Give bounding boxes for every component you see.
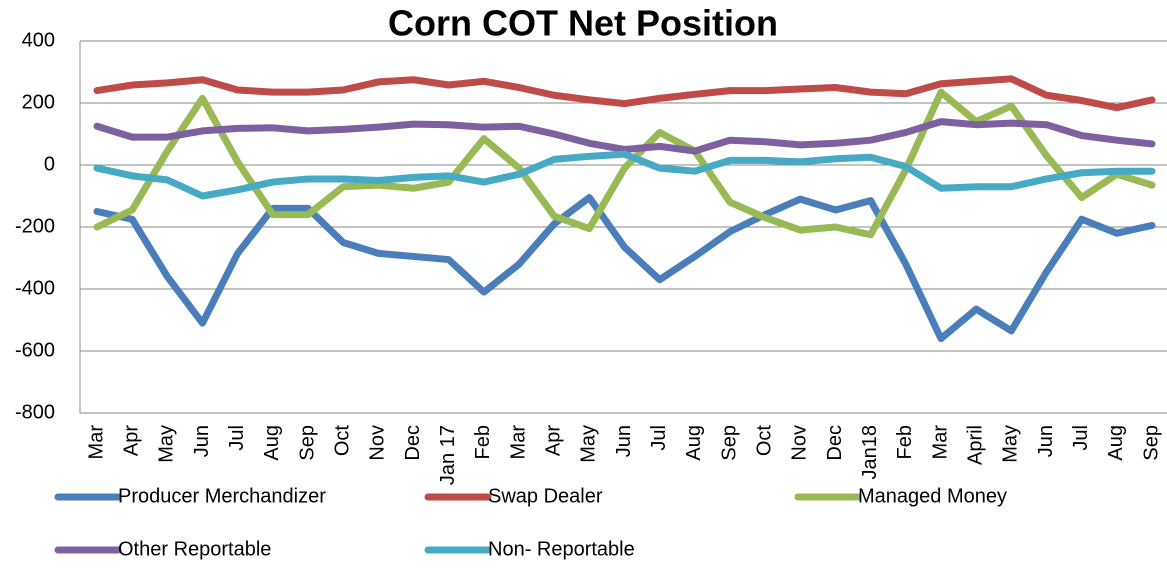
x-tick-label: May [1000, 425, 1022, 463]
series-line [93, 88, 1156, 239]
x-tick-label: Feb [472, 425, 494, 459]
series-line [93, 194, 1156, 343]
x-tick-label: May [578, 425, 600, 463]
y-tick-label: -600 [15, 339, 55, 361]
chart-title: Corn COT Net Position [388, 3, 778, 44]
x-tick-label: Apr [120, 425, 142, 456]
series-line [93, 75, 1156, 112]
y-tick-label: -200 [15, 215, 55, 237]
x-tick-label: Nov [367, 425, 389, 461]
x-tick-label: Apr [542, 425, 564, 456]
series-line [93, 118, 1156, 155]
x-tick-label: Jul [1070, 425, 1092, 451]
x-tick-label: Aug [683, 425, 705, 461]
x-tick-label: Sep [718, 425, 740, 461]
x-tick-label: Jun [613, 425, 635, 457]
x-tick-label: Oct [753, 425, 775, 457]
y-tick-label: -800 [15, 401, 55, 423]
x-tick-label: Jun [1035, 425, 1057, 457]
legend-label: Producer Merchandizer [118, 485, 326, 507]
x-tick-label: Aug [261, 425, 283, 461]
x-tick-label: Jul [226, 425, 248, 451]
x-tick-label: Mar [929, 425, 951, 460]
x-tick-label: Sep [296, 425, 318, 461]
legend-label: Swap Dealer [488, 485, 603, 507]
x-tick-label: Feb [894, 425, 916, 459]
x-tick-label: Dec [824, 425, 846, 461]
x-tick-label: Mar [85, 425, 107, 460]
y-tick-label: 400 [22, 29, 55, 51]
y-tick-label: -400 [15, 277, 55, 299]
legend-label: Managed Money [858, 485, 1007, 507]
x-tick-label: Jul [648, 425, 670, 451]
series-line [93, 150, 1156, 200]
y-tick-label: 200 [22, 91, 55, 113]
x-tick-label: Jan18 [859, 425, 881, 480]
y-tick-label: 0 [44, 153, 55, 175]
x-tick-label: Dec [402, 425, 424, 461]
x-tick-label: Jun [191, 425, 213, 457]
x-tick-label: Sep [1140, 425, 1162, 461]
x-tick-label: Nov [789, 425, 811, 461]
x-tick-label: May [156, 425, 178, 463]
legend-label: Other Reportable [118, 538, 271, 560]
x-tick-label: Aug [1105, 425, 1127, 461]
x-tick-label: Jan 17 [437, 425, 459, 485]
x-tick-label: Oct [331, 425, 353, 457]
x-tick-label: April [964, 425, 986, 465]
legend-label: Non- Reportable [488, 538, 635, 560]
x-tick-label: Mar [507, 425, 529, 460]
